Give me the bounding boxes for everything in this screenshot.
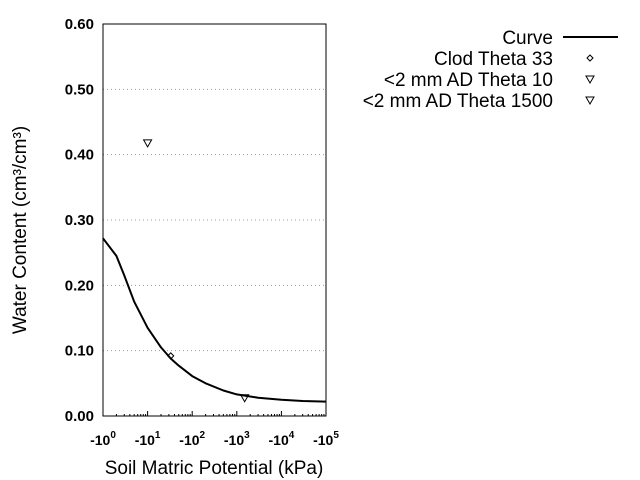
x-tick-label: -101 [135, 430, 161, 448]
legend-marker [585, 75, 595, 85]
legend-label: <2 mm AD Theta 10 [384, 70, 553, 91]
x-tick-label: -103 [224, 430, 250, 448]
x-axis-ticks: -100 -101 -102 -103 -104 -105 [90, 411, 339, 448]
y-tick-label: 0.20 [65, 277, 94, 294]
curve-line [102, 237, 327, 403]
y-tick-label: 0.40 [65, 147, 94, 164]
y-tick-label: 0.10 [65, 343, 94, 360]
points-layer [142, 139, 250, 403]
x-tick-label: -104 [269, 430, 295, 448]
x-axis-label: Soil Matric Potential (kPa) [105, 458, 324, 479]
grid-lines [103, 88, 326, 352]
y-tick-label: 0.50 [65, 81, 94, 98]
x-tick-label: -100 [90, 430, 116, 448]
y-tick-label: 0.30 [65, 212, 94, 229]
plot-frame [102, 23, 327, 417]
data-point [239, 394, 250, 403]
data-point [167, 352, 175, 360]
data-point [142, 139, 153, 148]
y-tick-label: 0.00 [65, 408, 94, 425]
legend-label: Curve [502, 28, 553, 49]
x-tick-label: -102 [179, 430, 205, 448]
y-tick-label: 0.60 [65, 16, 94, 33]
series-layer [102, 237, 327, 403]
legend-label: <2 mm AD Theta 1500 [363, 91, 553, 112]
legend-label: Clod Theta 33 [434, 49, 553, 70]
legend-marker [585, 96, 595, 106]
legend-marker [586, 54, 594, 62]
y-axis-ticks: 0.00 0.10 0.20 0.30 0.40 0.50 0.60 [65, 16, 94, 425]
y-axis-label: Water Content (cm³/cm³) [10, 126, 31, 334]
x-tick-label: -105 [313, 430, 339, 448]
